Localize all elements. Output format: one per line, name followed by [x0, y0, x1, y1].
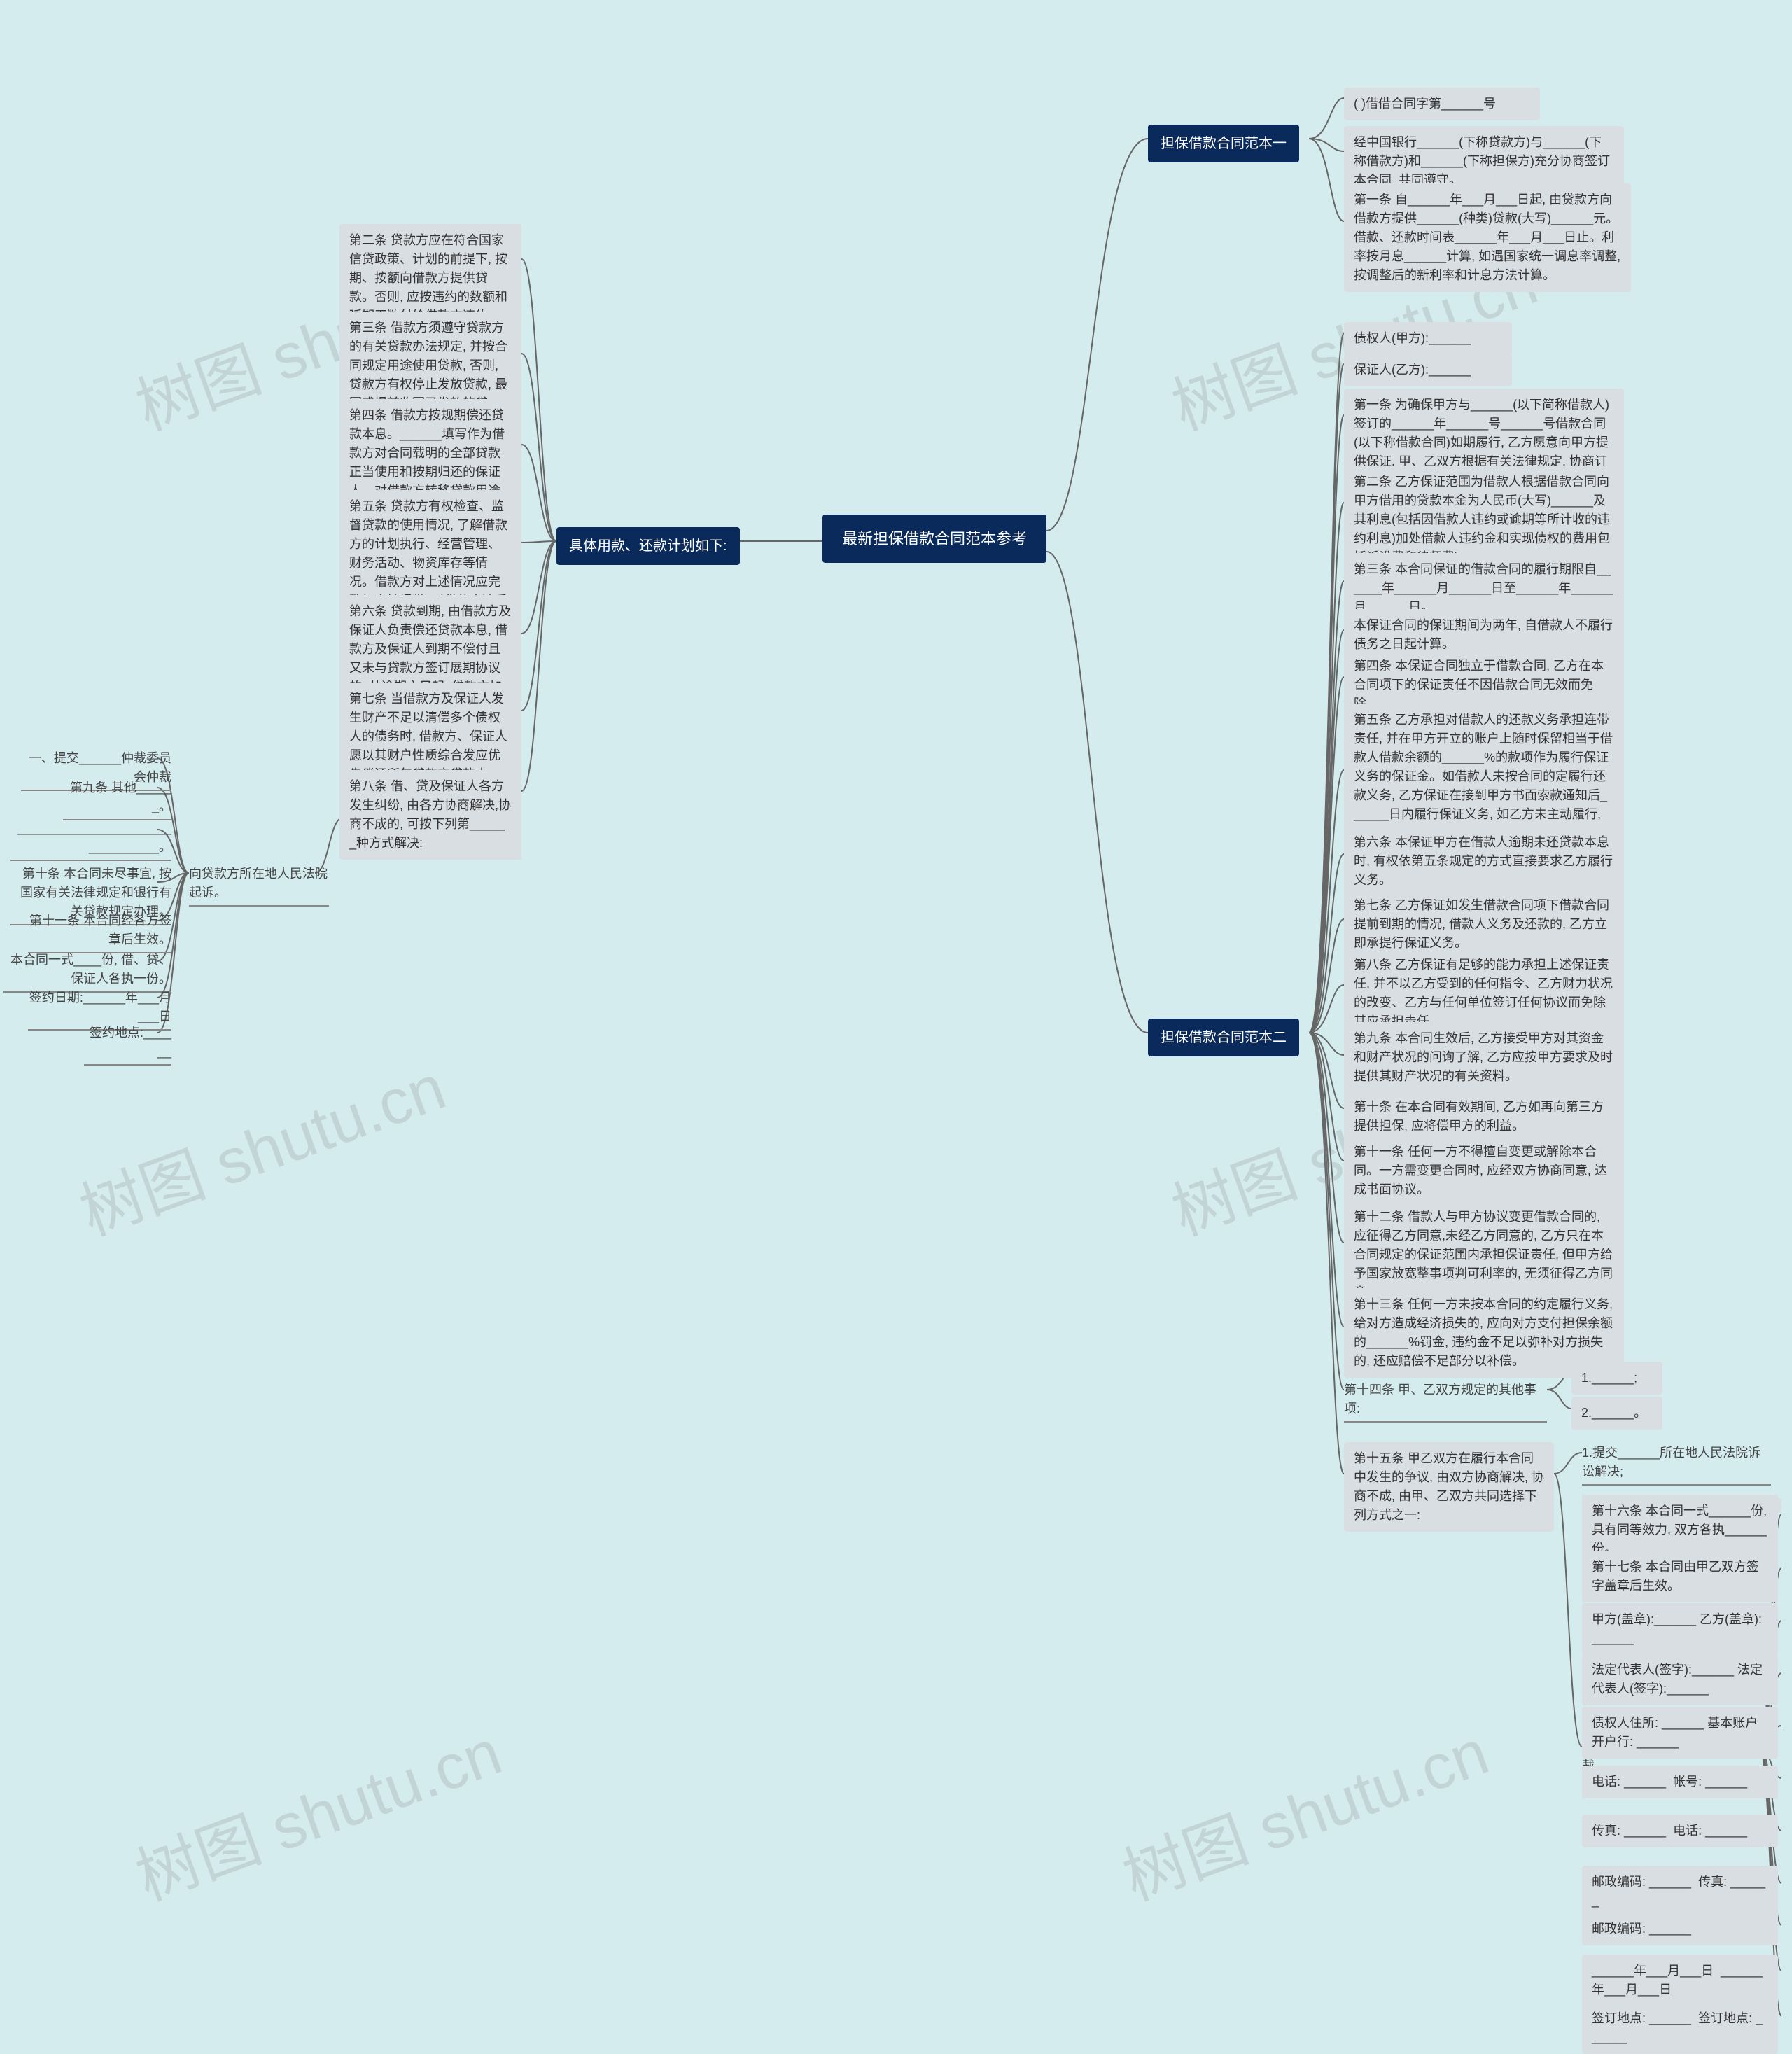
- node-c9: 第九条 本合同生效后, 乙方接受甲方对其资金和财产状况的问询了解, 乙方应按甲方…: [1344, 1022, 1624, 1093]
- node-b1c3: 第一条 自______年___月___日起, 由贷款方向借款方提供______(…: [1344, 183, 1631, 292]
- node-c0a: 债权人(甲方):______: [1344, 322, 1512, 355]
- node-c0b: 保证人(乙方):______: [1344, 354, 1512, 386]
- node-signplace: 签约地点:______: [84, 1023, 172, 1066]
- node-d17: 第十七条 本合同由甲乙双方签字盖章后生效。: [1582, 1551, 1778, 1602]
- node-c11: 第十一条 任何一方不得擅自变更或解除本合同。一方需变更合同时, 应经双方协商同意…: [1344, 1136, 1624, 1206]
- node-copies: 本合同一式____份, 借、贷、保证人各执一份。: [4, 951, 172, 993]
- node-c15a: 1.提交______所在地人民法院诉讼解决;: [1582, 1444, 1771, 1486]
- root-node: 最新担保借款合同范本参考: [822, 515, 1046, 563]
- node-c14: 第十四条 甲、乙双方规定的其他事项:: [1344, 1381, 1547, 1423]
- node-c14b: 2.______。: [1572, 1397, 1662, 1430]
- branch-b1: 担保借款合同范本一: [1148, 125, 1299, 162]
- node-blank: ________________________________。: [10, 819, 172, 861]
- node-dse: 传真: ______ 电话: ______: [1582, 1815, 1778, 1847]
- node-b1c1: ( )借借合同字第______号: [1344, 88, 1540, 120]
- node-s9: 第九条 其他______。: [63, 778, 172, 820]
- node-c14a: 1.______;: [1572, 1362, 1662, 1395]
- node-c10: 第十条 在本合同有效期间, 乙方如再向第三方提供担保, 应将偿甲方的利益。: [1344, 1091, 1624, 1143]
- branch-b2: 担保借款合同范本二: [1148, 1019, 1299, 1056]
- node-s8: 第八条 借、贷及保证人各方发生纠纷, 由各方协商解决,协商不成的, 可按下列第_…: [340, 770, 522, 860]
- watermark: 树图 shutu.cn: [66, 1037, 456, 1253]
- watermark: 树图 shutu.cn: [122, 1702, 512, 1918]
- node-s11: 第十一条 本合同经各方签章后生效。: [28, 911, 172, 953]
- node-c15: 第十五条 甲乙双方在履行本合同中发生的争议, 由双方协商解决, 协商不成, 由甲…: [1344, 1442, 1554, 1532]
- node-c6: 第六条 本保证甲方在借款人逾期未还贷款本息时, 有权依第五条规定的方式直接要求乙…: [1344, 826, 1624, 897]
- branch-b1sub: 具体用款、还款计划如下:: [556, 527, 740, 565]
- node-dsf: 邮政编码: ______ 传真: ______: [1582, 1866, 1778, 1917]
- node-s8sub: 向贷款方所在地人民法院起诉。: [189, 865, 329, 907]
- node-dsg: 邮政编码: ______: [1582, 1913, 1778, 1945]
- node-dsh: ______年___月___日 ______年___月___日: [1582, 1955, 1778, 2006]
- node-dsb: 法定代表人(签字):______ 法定代表人(签字):______: [1582, 1654, 1778, 1705]
- node-dsi: 签订地点: ______ 签订地点: ______: [1582, 2002, 1778, 2054]
- node-dsc: 债权人住所: ______ 基本账户开户行: ______: [1582, 1707, 1778, 1759]
- watermark: 树图 shutu.cn: [1109, 1702, 1499, 1918]
- node-dsd: 电话: ______ 帐号: ______: [1582, 1766, 1778, 1798]
- node-dsa: 甲方(盖章):______ 乙方(盖章):______: [1582, 1603, 1778, 1655]
